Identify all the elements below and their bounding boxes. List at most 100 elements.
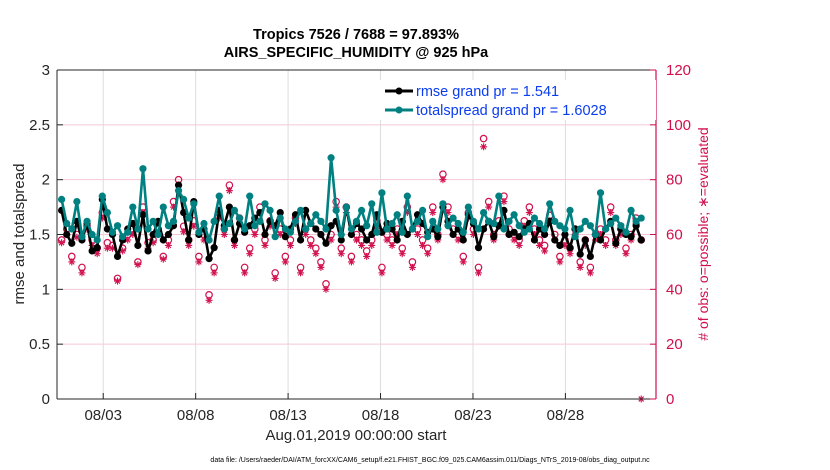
totalspread-point (530, 214, 539, 222)
totalspread-point (490, 219, 498, 228)
obs-evaluated-marker (58, 239, 66, 247)
totalspread-point (515, 222, 523, 230)
asterisk-stroke (557, 259, 563, 265)
rmse-point (230, 236, 239, 244)
totalspread-point (586, 222, 594, 230)
totalspread-point (480, 208, 488, 217)
asterisk-stroke (221, 231, 228, 238)
rmse-point (586, 252, 594, 261)
obs-evaluated-marker (398, 250, 406, 258)
totalspread-point (225, 219, 233, 228)
totalspread-point (505, 217, 513, 225)
totalspread-point (535, 219, 544, 228)
totalspread-point (571, 233, 579, 241)
totalspread-point (622, 228, 630, 236)
totalspread-point (607, 219, 615, 228)
asterisk-stroke (68, 259, 75, 265)
rmse-point (541, 230, 549, 239)
totalspread-point (510, 211, 518, 219)
y-tick-label-right: 40 (666, 281, 683, 298)
totalspread-point (63, 219, 71, 228)
obs-evaluated-marker (317, 263, 325, 271)
totalspread-point (352, 217, 361, 225)
legend-rmse-marker (395, 87, 403, 95)
x-tick-label: 08/03 (84, 407, 122, 424)
totalspread-point (541, 225, 549, 233)
totalspread-point (591, 230, 600, 239)
totalspread-point (525, 225, 533, 233)
totalspread-point (612, 214, 620, 222)
y-tick-label-right: 80 (666, 172, 683, 189)
y-tick-label: 3 (42, 62, 50, 79)
totalspread-point (220, 225, 228, 233)
totalspread-point (205, 236, 213, 244)
y-tick-label-right: 20 (666, 336, 683, 353)
y-axis-label: rmse and totalspread (11, 164, 28, 305)
asterisk-stroke (460, 259, 467, 265)
obs-evaluated-marker (424, 250, 432, 258)
obs-evaluated-marker (261, 241, 269, 249)
obs-evaluated-marker (73, 233, 81, 241)
rmse-point (566, 244, 574, 252)
rmse-point (561, 230, 569, 239)
rmse-point (474, 244, 483, 252)
obs-evaluated-marker (378, 269, 386, 277)
obs-evaluated-marker (302, 231, 310, 238)
obs-evaluated-marker (383, 236, 391, 244)
y-tick-label: 0.5 (29, 336, 50, 353)
totalspread-point (637, 214, 645, 222)
obs-evaluated-marker (322, 285, 330, 293)
totalspread-point (342, 203, 350, 211)
asterisk-stroke (363, 253, 370, 260)
obs-evaluated-marker (68, 258, 76, 266)
rmse-point (327, 222, 335, 230)
asterisk-stroke (302, 231, 309, 238)
totalspread-point (363, 222, 371, 230)
totalspread-point (459, 228, 467, 236)
rmse-point (261, 230, 269, 239)
rmse-point (510, 228, 518, 236)
obs-count-markers (57, 134, 646, 403)
asterisk-stroke (165, 242, 172, 249)
asterisk-stroke (526, 209, 533, 216)
totalspread-point (134, 225, 142, 233)
asterisk-stroke (328, 237, 334, 243)
asterisk-stroke (501, 198, 507, 205)
rmse-point (357, 225, 366, 233)
obs-evaluated-marker (586, 269, 594, 277)
asterisk-stroke (597, 231, 604, 238)
rmse-point (302, 206, 310, 214)
totalspread-point (139, 165, 147, 173)
rmse-point (312, 225, 320, 233)
x-tick-label: 08/23 (454, 407, 492, 424)
obs-evaluated-marker (363, 252, 371, 260)
totalspread-point (271, 233, 279, 241)
totalspread-point (210, 217, 218, 225)
totalspread-point (408, 225, 417, 233)
y-tick-label-right: 0 (666, 391, 674, 408)
y-tick-label: 0 (42, 391, 50, 408)
totalspread-point (347, 225, 356, 233)
rmse-point (551, 236, 559, 244)
obs-evaluated-marker (124, 236, 132, 244)
asterisk-stroke (150, 239, 156, 246)
obs-evaluated-marker (78, 269, 86, 277)
totalspread-point (124, 228, 132, 236)
asterisk-stroke (246, 250, 253, 257)
asterisk-stroke (587, 270, 594, 276)
asterisk-stroke (94, 250, 101, 257)
obs-evaluated-marker (459, 258, 467, 266)
obs-evaluated-marker (93, 250, 101, 258)
obs-evaluated-marker (353, 236, 360, 244)
obs-evaluated-marker (439, 176, 447, 184)
data-file-footer: data file: /Users/raeder/DAI/ATM_forcXX/… (210, 457, 650, 464)
x-tick-label: 08/08 (177, 407, 215, 424)
obs-evaluated-marker (246, 250, 254, 258)
totalspread-point (185, 214, 193, 222)
asterisk-stroke (480, 143, 487, 150)
obs-evaluated-marker (225, 187, 233, 195)
obs-evaluated-marker (368, 241, 376, 249)
obs-evaluated-marker (475, 269, 483, 277)
totalspread-point (129, 203, 137, 211)
